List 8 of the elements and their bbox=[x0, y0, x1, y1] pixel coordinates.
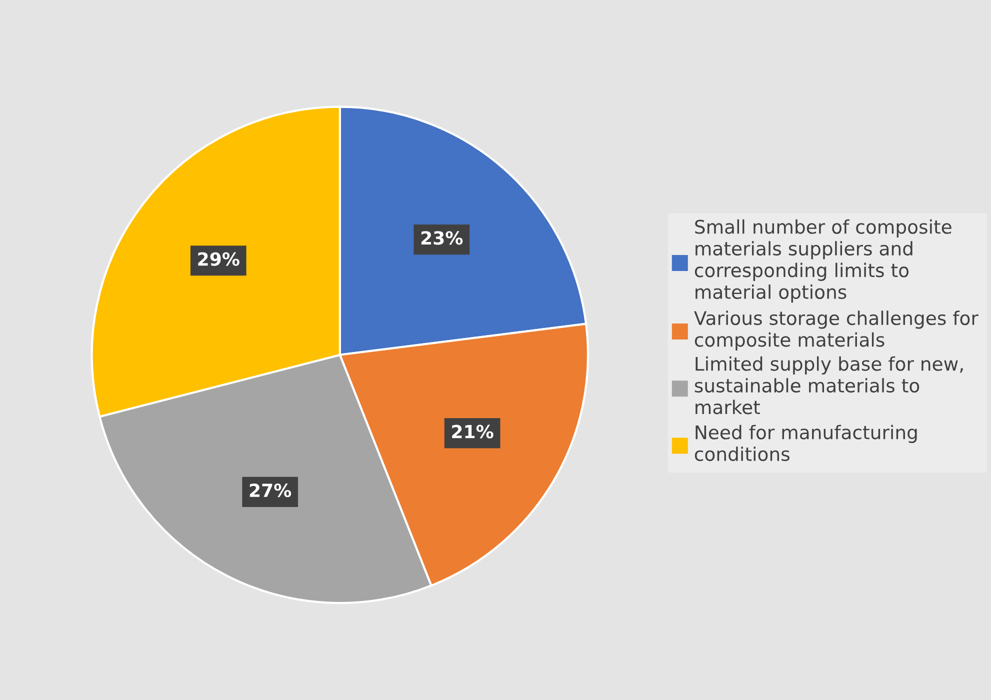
legend-label: Small number of composite materials suppliers and corresponding limits to material options bbox=[694, 219, 952, 303]
data-label: 23% bbox=[421, 231, 463, 245]
legend-label: Need for manufacturing conditions bbox=[694, 424, 917, 462]
legend-label: Limited supply base for new, sustainable materials to market bbox=[694, 356, 963, 414]
legend-label: Various storage challenges for composite materials bbox=[694, 310, 978, 350]
data-label: 27% bbox=[250, 484, 292, 498]
data-label: 29% bbox=[198, 252, 240, 266]
data-label: 21% bbox=[452, 424, 494, 438]
